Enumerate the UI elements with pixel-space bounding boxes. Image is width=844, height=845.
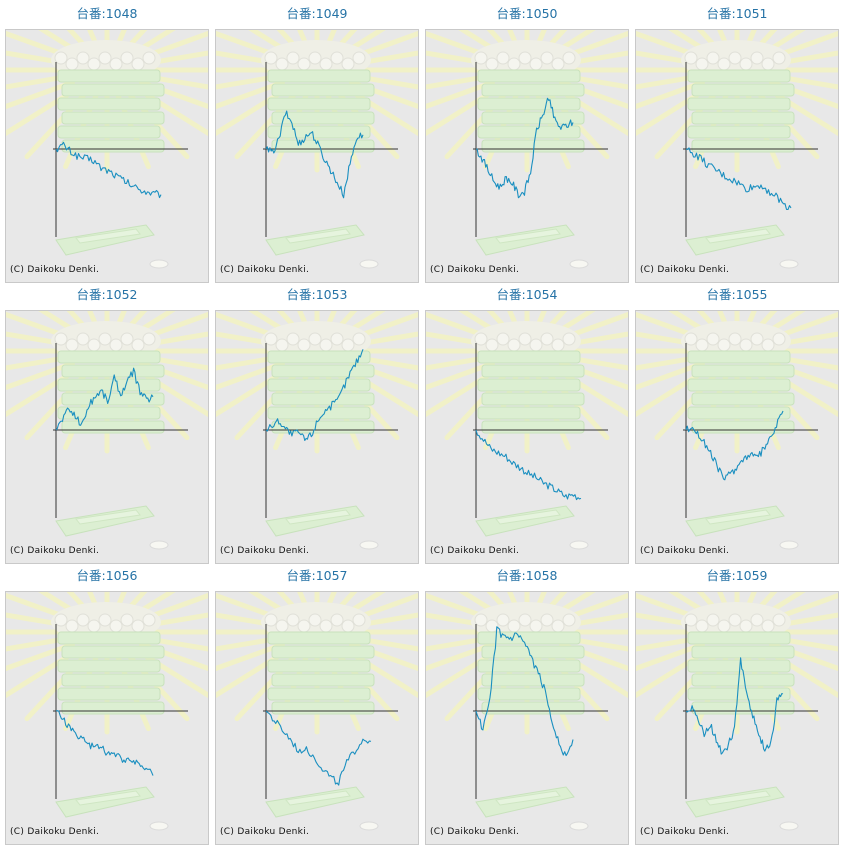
- machine-number-link[interactable]: 台番:1055: [706, 287, 768, 302]
- machine-artwork: [426, 592, 628, 831]
- slump-graph: (C) Daikoku Denki.: [635, 310, 839, 564]
- slump-graph: (C) Daikoku Denki.: [215, 310, 419, 564]
- copyright-text: (C) Daikoku Denki.: [430, 546, 520, 556]
- slump-graph: (C) Daikoku Denki.: [5, 310, 209, 564]
- slump-graph-svg: [426, 30, 628, 269]
- slump-graph-svg: [216, 592, 418, 831]
- slump-graph-svg: [426, 592, 628, 831]
- copyright-text: (C) Daikoku Denki.: [220, 265, 310, 275]
- slump-line: [55, 710, 154, 776]
- slump-graph-svg: [216, 311, 418, 550]
- slump-line: [265, 349, 364, 442]
- slump-graph-svg: [426, 311, 628, 550]
- machine-number-link[interactable]: 台番:1058: [496, 568, 558, 583]
- slump-graph: (C) Daikoku Denki.: [215, 591, 419, 845]
- slump-graph-svg: [636, 30, 838, 269]
- slump-graph: (C) Daikoku Denki.: [635, 29, 839, 283]
- slump-line: [685, 410, 784, 481]
- slump-graph: (C) Daikoku Denki.: [635, 591, 839, 845]
- machine-number-link[interactable]: 台番:1056: [76, 568, 138, 583]
- slump-graph-svg: [6, 30, 208, 269]
- slump-graph-svg: [6, 311, 208, 550]
- copyright-text: (C) Daikoku Denki.: [640, 546, 730, 556]
- machine-artwork: [6, 592, 208, 831]
- slump-line: [55, 367, 154, 431]
- slump-graph-svg: [636, 311, 838, 550]
- machine-artwork: [636, 311, 838, 550]
- slump-line: [685, 657, 784, 755]
- slump-graph-svg: [636, 592, 838, 831]
- slump-graph: (C) Daikoku Denki.: [425, 591, 629, 845]
- machine-number-link[interactable]: 台番:1050: [496, 6, 558, 21]
- slump-line: [685, 147, 792, 211]
- machine-number-link[interactable]: 台番:1053: [286, 287, 348, 302]
- copyright-text: (C) Daikoku Denki.: [220, 546, 310, 556]
- copyright-text: (C) Daikoku Denki.: [430, 827, 520, 837]
- slump-line: [475, 97, 574, 199]
- slump-graph: (C) Daikoku Denki.: [5, 29, 209, 283]
- machine-artwork: [426, 30, 628, 269]
- copyright-text: (C) Daikoku Denki.: [10, 827, 100, 837]
- machine-artwork: [636, 30, 838, 269]
- copyright-text: (C) Daikoku Denki.: [10, 546, 100, 556]
- machine-number-link[interactable]: 台番:1052: [76, 287, 138, 302]
- machine-number-link[interactable]: 台番:1054: [496, 287, 558, 302]
- slump-graph-svg: [216, 30, 418, 269]
- slump-graph: (C) Daikoku Denki.: [425, 29, 629, 283]
- machine-artwork: [216, 592, 418, 831]
- machine-number-link[interactable]: 台番:1048: [76, 6, 138, 21]
- copyright-text: (C) Daikoku Denki.: [10, 265, 100, 275]
- slump-line: [265, 110, 364, 199]
- copyright-text: (C) Daikoku Denki.: [640, 827, 730, 837]
- machine-number-link[interactable]: 台番:1049: [286, 6, 348, 21]
- machine-artwork: [426, 311, 628, 550]
- slump-graph: (C) Daikoku Denki.: [215, 29, 419, 283]
- slump-line: [265, 710, 372, 786]
- copyright-text: (C) Daikoku Denki.: [220, 827, 310, 837]
- slump-graph: (C) Daikoku Denki.: [425, 310, 629, 564]
- machine-number-link[interactable]: 台番:1059: [706, 568, 768, 583]
- copyright-text: (C) Daikoku Denki.: [640, 265, 730, 275]
- slump-graph: (C) Daikoku Denki.: [5, 591, 209, 845]
- machine-artwork: [6, 311, 208, 550]
- slump-line: [475, 429, 582, 501]
- machine-artwork: [6, 30, 208, 269]
- slump-graph-svg: [6, 592, 208, 831]
- machine-artwork: [636, 592, 838, 831]
- machine-number-link[interactable]: 台番:1051: [706, 6, 768, 21]
- copyright-text: (C) Daikoku Denki.: [430, 265, 520, 275]
- slump-line: [475, 626, 574, 757]
- machine-number-link[interactable]: 台番:1057: [286, 568, 348, 583]
- slump-line: [55, 141, 162, 199]
